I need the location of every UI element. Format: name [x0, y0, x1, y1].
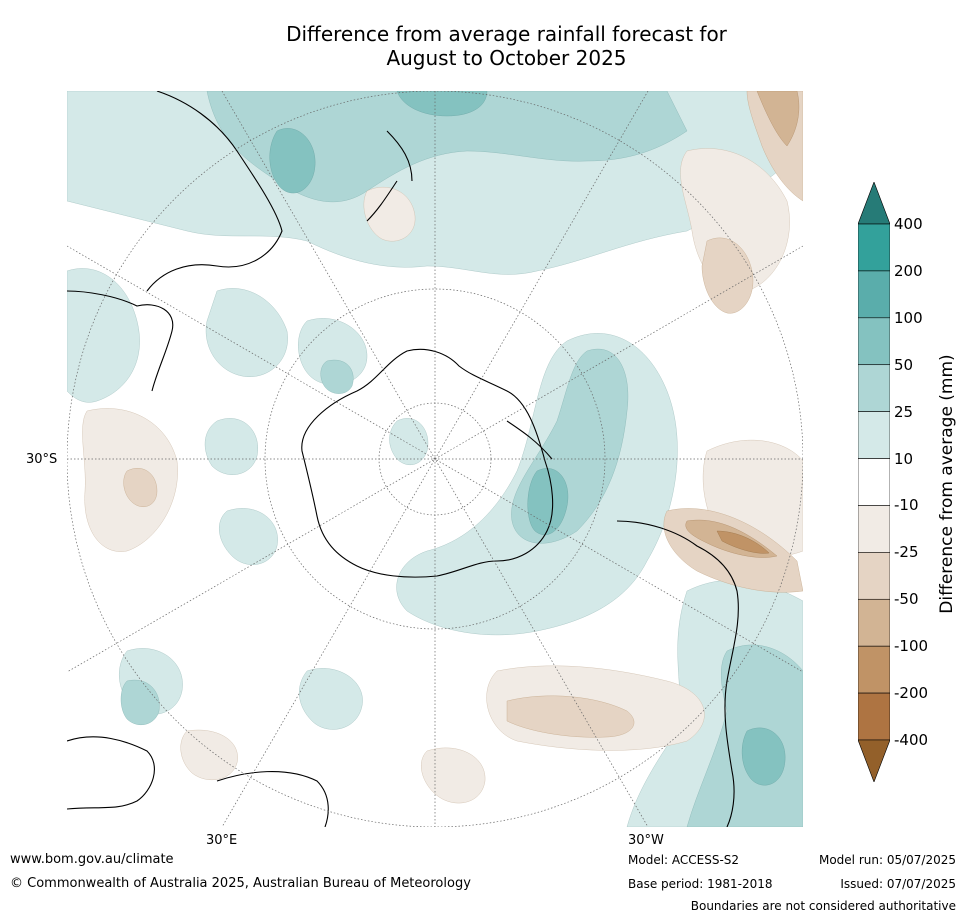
- footer-disclaimer: Boundaries are not considered authoritat…: [690, 899, 956, 913]
- colorbar-label: Difference from average (mm): [937, 354, 957, 614]
- footer-model-run: Model run: 05/07/2025: [818, 853, 956, 867]
- footer-model: Model: ACCESS-S2: [628, 853, 740, 867]
- colorbar: [858, 182, 890, 782]
- colorbar-tick-label: -10: [894, 496, 919, 515]
- footer-issued: Issued: 07/07/2025: [840, 877, 956, 891]
- lat-label-30s: 30°S: [26, 452, 58, 467]
- colorbar-bin: [858, 458, 890, 506]
- coastlines: [67, 91, 739, 827]
- colorbar-tick-label: 400: [894, 215, 923, 233]
- colorbar-tick-label: 200: [894, 261, 923, 280]
- lon-label-30e: 30°E: [206, 833, 238, 848]
- colorbar-bin: [858, 270, 890, 319]
- footer-base-period: Base period: 1981-2018: [628, 877, 773, 891]
- lon-label-30w: 30°W: [628, 833, 664, 848]
- colorbar-bin: [858, 411, 890, 459]
- map-title: Difference from average rainfall forecas…: [0, 22, 965, 70]
- colorbar-bin: [858, 598, 890, 647]
- colorbar-bin: [858, 223, 890, 272]
- title-line-1: Difference from average rainfall forecas…: [286, 22, 727, 46]
- colorbar-bin: [858, 317, 890, 366]
- footer-copyright: © Commonwealth of Australia 2025, Austra…: [10, 876, 471, 891]
- colorbar-bin: [858, 645, 890, 694]
- colorbar-bins: [858, 223, 890, 741]
- rainfall-map: [67, 91, 803, 827]
- colorbar-bin: [858, 552, 890, 600]
- colorbar-tick-label: 50: [894, 355, 914, 374]
- map-svg: [67, 91, 803, 827]
- colorbar-tick-label: 100: [894, 308, 923, 327]
- title-line-2: August to October 2025: [386, 46, 627, 70]
- colorbar-tick-label: -200: [894, 684, 929, 703]
- footer-url[interactable]: www.bom.gov.au/climate: [10, 852, 174, 867]
- colorbar-tick-label: -25: [894, 543, 919, 562]
- colorbar-tick-label: -100: [894, 637, 929, 656]
- colorbar-bin: [858, 364, 890, 412]
- colorbar-bin: [858, 505, 890, 553]
- colorbar-tick-label: -400: [894, 731, 929, 749]
- colorbar-under-arrow: [858, 739, 890, 782]
- colorbar-tick-label: -50: [894, 590, 919, 609]
- colorbar-tick-label: 10: [894, 449, 914, 468]
- graticules: [67, 91, 803, 827]
- colorbar-bin: [858, 692, 890, 741]
- anomaly-fill-minus-100-200: [716, 530, 770, 554]
- colorbar-tick-label: 25: [894, 402, 914, 421]
- colorbar-over-arrow: [858, 182, 890, 225]
